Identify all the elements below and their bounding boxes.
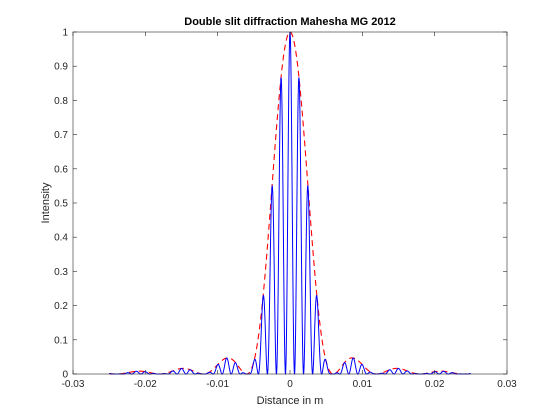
y-tick-label: 0.8 (54, 96, 68, 107)
x-tick-label: 0.02 (425, 379, 445, 390)
x-tick-label: -0.02 (134, 379, 157, 390)
y-tick-label: 0.9 (54, 62, 68, 73)
y-tick-label: 0.3 (54, 267, 68, 278)
y-tick-label: 0.2 (54, 301, 68, 312)
y-tick-label: 0.4 (54, 233, 68, 244)
y-tick-label: 0.5 (54, 199, 68, 210)
chart-title: Double slit diffraction Mahesha MG 2012 (184, 16, 396, 28)
y-tick-label: 0.6 (54, 164, 68, 175)
envelope-line (109, 31, 471, 375)
x-axis-ticks: -0.03 -0.02 -0.01 0 0.01 0.02 0.03 (62, 32, 517, 390)
y-tick-label: 0 (62, 370, 68, 381)
y-tick-label: 1 (62, 28, 68, 39)
x-tick-label: -0.03 (62, 379, 85, 390)
x-tick-label: 0.01 (353, 379, 373, 390)
y-tick-label: 0.7 (54, 130, 68, 141)
y-axis-ticks: 0 0.1 0.2 0.3 0.4 0.5 0.6 0.7 0.8 0.9 1 (54, 28, 507, 381)
x-tick-label: 0 (287, 379, 293, 390)
x-tick-label: 0.03 (497, 379, 517, 390)
plot-area (73, 32, 507, 374)
y-tick-label: 0.1 (54, 335, 68, 346)
x-tick-label: -0.01 (206, 379, 229, 390)
x-axis-label: Distance in m (257, 395, 324, 407)
envelope-series (109, 31, 471, 375)
y-axis-label: Intensity (40, 182, 52, 223)
